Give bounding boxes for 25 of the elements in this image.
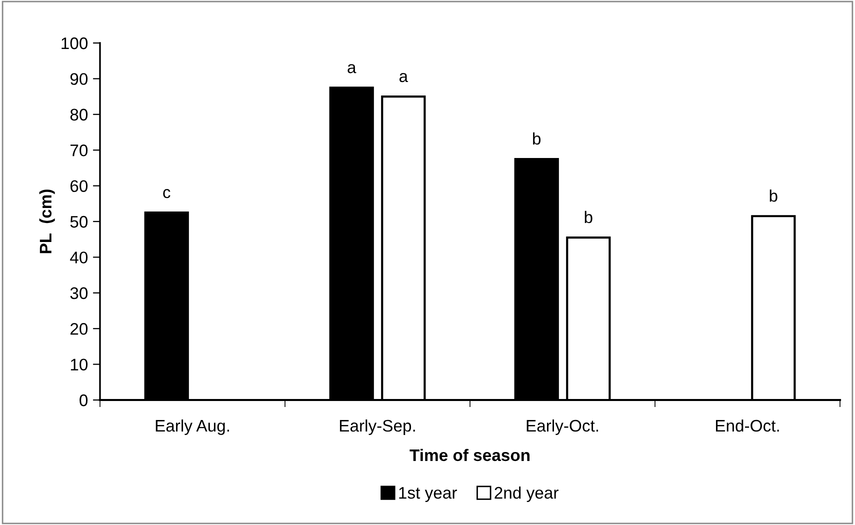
x-tick-label: Early Aug. bbox=[156, 419, 229, 435]
legend-label: 2nd year bbox=[494, 486, 558, 502]
legend-label: 1st year bbox=[399, 487, 457, 502]
y-tick-label: 50 bbox=[70, 216, 88, 228]
y-tick-label: 80 bbox=[70, 108, 88, 121]
annotation: a bbox=[348, 64, 356, 74]
x-tick-label: Early-Oct. bbox=[526, 419, 598, 435]
annotation: b bbox=[533, 132, 541, 145]
annotation: b bbox=[584, 210, 592, 224]
y-tick-label: 20 bbox=[70, 323, 88, 335]
x-tick-label: End-Oct. bbox=[716, 419, 779, 432]
x-tick-label: Early-Sep. bbox=[340, 419, 415, 435]
y-tick-label: 90 bbox=[70, 73, 88, 85]
y-tick-label: 60 bbox=[70, 180, 88, 192]
y-tick-label: 100 bbox=[62, 37, 88, 50]
y-tick-label: 40 bbox=[70, 252, 88, 264]
annotation: b bbox=[770, 189, 778, 202]
annotation: c bbox=[163, 189, 170, 198]
y-axis-title: PL (cm) bbox=[39, 190, 55, 254]
y-tick-label: 0 bbox=[80, 394, 88, 406]
annotation: a bbox=[399, 73, 408, 82]
x-axis-title: Time of season bbox=[410, 448, 530, 462]
y-tick-label: 70 bbox=[70, 144, 88, 156]
y-tick-label: 30 bbox=[70, 287, 88, 300]
y-tick-label: 10 bbox=[70, 358, 88, 371]
